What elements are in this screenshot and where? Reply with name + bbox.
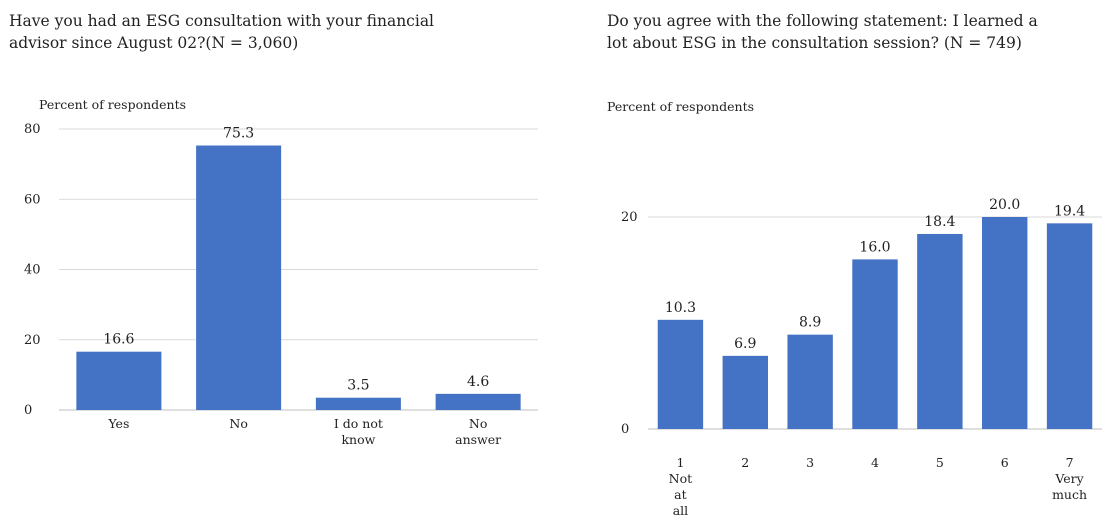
x-tick-label-line: No — [469, 416, 487, 431]
data-label: 6.9 — [734, 336, 756, 352]
bar — [917, 233, 963, 429]
x-tick-label-line: all — [673, 503, 688, 518]
bar — [1046, 223, 1093, 429]
x-tick-label-line: at — [674, 487, 686, 502]
bar — [722, 355, 768, 429]
x-tick-label-line: answer — [455, 432, 501, 447]
x-tick-label-line: 1 — [676, 455, 684, 470]
y-tick-label: 60 — [24, 192, 41, 207]
x-tick-label-line: 2 — [741, 455, 749, 470]
data-label: 19.4 — [1054, 203, 1085, 219]
bar — [852, 259, 898, 429]
chart-title-line: Do you agree with the following statemen… — [607, 12, 1038, 30]
data-label: 16.6 — [103, 332, 134, 348]
x-tick-label-line: 5 — [936, 455, 944, 470]
data-label: 75.3 — [223, 126, 254, 142]
bar — [315, 397, 401, 410]
bar — [982, 217, 1028, 429]
data-label: 3.5 — [347, 378, 369, 394]
x-tick-label-line: Very — [1054, 471, 1084, 486]
y-tick-label: 0 — [621, 422, 629, 437]
x-tick-label: 7 Very much — [1052, 455, 1087, 502]
x-tick-label-line: much — [1052, 487, 1087, 502]
x-tick-label-line: Not — [669, 471, 693, 486]
x-tick-label-line: know — [341, 432, 375, 447]
chart-panel-left: Have you had an ESG consultation with yo… — [9, 10, 538, 447]
x-tick-label-line: 7 — [1066, 455, 1074, 470]
chart-title-line: advisor since August 02?(N = 3,060) — [9, 34, 299, 52]
x-tick-label-line: 3 — [806, 455, 814, 470]
x-tick-label: 6 — [1001, 455, 1009, 470]
bar-chart-right: 0 20 10.3 1 Not at all 6.9 2 8.9 3 16.0 4 18.4 5 20.0 6 1… — [621, 197, 1102, 518]
x-tick-label-line: 6 — [1001, 455, 1009, 470]
data-label: 10.3 — [665, 300, 696, 316]
chart-panel-right: Do you agree with the following statemen… — [560, 0, 1117, 526]
x-tick-label-line: No — [229, 416, 247, 431]
data-label: 16.0 — [859, 239, 890, 255]
bar — [435, 393, 521, 410]
chart-title: Have you had an ESG consultation with yo… — [9, 10, 434, 54]
bar — [657, 319, 704, 429]
x-tick-label: I do not know — [334, 416, 383, 447]
chart-title: Do you agree with the following statemen… — [607, 10, 1038, 54]
chart-title-line: lot about ESG in the consultation sessio… — [607, 34, 1022, 52]
data-label: 4.6 — [467, 374, 489, 390]
y-tick-label: 40 — [24, 263, 41, 278]
bar-chart-left: 0 20 40 60 80 16.6 Yes 75.3 No 3.5 I do not know 4.6… — [24, 122, 538, 447]
x-tick-label-line: 4 — [871, 455, 879, 470]
x-tick-label: 4 — [871, 455, 879, 470]
bar — [787, 334, 833, 429]
y-tick-label: 20 — [24, 333, 41, 348]
x-tick-label: Yes — [107, 416, 129, 431]
x-tick-label: No answer — [455, 416, 501, 447]
x-tick-label: 2 — [741, 455, 749, 470]
y-axis-label: Percent of respondents — [607, 99, 755, 114]
x-tick-label: 3 — [806, 455, 814, 470]
x-tick-label: No — [229, 416, 247, 431]
x-tick-label: 5 — [936, 455, 944, 470]
x-tick-label-line: Yes — [107, 416, 129, 431]
x-tick-label-line: I do not — [334, 416, 383, 431]
chart-title-line: Have you had an ESG consultation with yo… — [9, 12, 435, 30]
bar — [76, 351, 162, 410]
data-label: 8.9 — [799, 315, 821, 331]
y-tick-label: 20 — [621, 210, 638, 225]
bar — [196, 145, 282, 411]
y-tick-label: 0 — [24, 403, 32, 418]
y-tick-label: 80 — [24, 122, 41, 137]
data-label: 18.4 — [924, 214, 955, 230]
y-axis-label: Percent of respondents — [39, 97, 187, 112]
x-tick-label: 1 Not at all — [669, 455, 693, 518]
data-label: 20.0 — [989, 197, 1020, 213]
